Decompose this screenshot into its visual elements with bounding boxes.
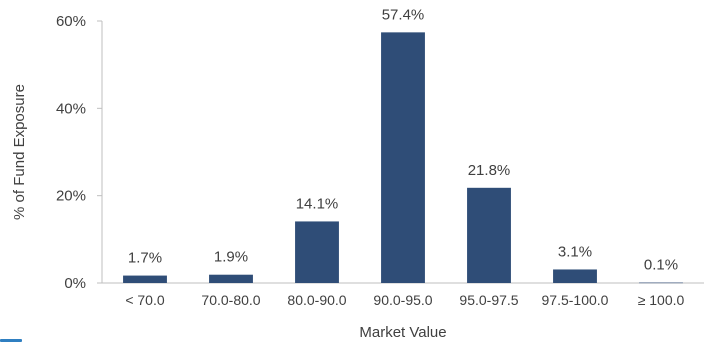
y-axis-title: % of Fund Exposure [11, 84, 28, 220]
category-label: 90.0-95.0 [373, 292, 432, 308]
category-labels: < 70.0 70.0-80.0 80.0-90.0 90.0-95.0 95.0-97… [125, 292, 684, 308]
bar [123, 275, 167, 283]
corner-mark [0, 337, 22, 344]
data-labels: 1.7% 1.9% 14.1% 57.4% 21.8% 3.1% 0.1% [128, 6, 678, 273]
y-tick-label: 40% [56, 100, 86, 117]
y-tick-labels: 0% 20% 40% 60% [56, 13, 102, 292]
category-label: 80.0-90.0 [287, 292, 346, 308]
category-label: 95.0-97.5 [459, 292, 518, 308]
bar-data-label: 14.1% [296, 195, 339, 212]
bar [209, 274, 253, 283]
bar [295, 221, 339, 283]
y-tick-label: 20% [56, 188, 86, 205]
bar [381, 32, 425, 283]
y-tick-label: 0% [64, 275, 86, 292]
bar [553, 269, 597, 283]
bar-data-label: 1.7% [128, 250, 162, 267]
category-label: ≥ 100.0 [638, 292, 685, 308]
bar [467, 187, 511, 283]
category-label: 70.0-80.0 [201, 292, 260, 308]
x-axis-title: Market Value [359, 324, 446, 341]
bar-data-label: 0.1% [644, 257, 678, 274]
bar [639, 282, 683, 284]
bar-data-label: 21.8% [468, 162, 511, 179]
category-label: 97.5-100.0 [542, 292, 609, 308]
bar-data-label: 3.1% [558, 243, 592, 260]
bar-data-label: 57.4% [382, 6, 425, 23]
bars [123, 32, 683, 284]
bar-data-label: 1.9% [214, 249, 248, 266]
y-tick-label: 60% [56, 13, 86, 30]
category-label: < 70.0 [125, 292, 165, 308]
